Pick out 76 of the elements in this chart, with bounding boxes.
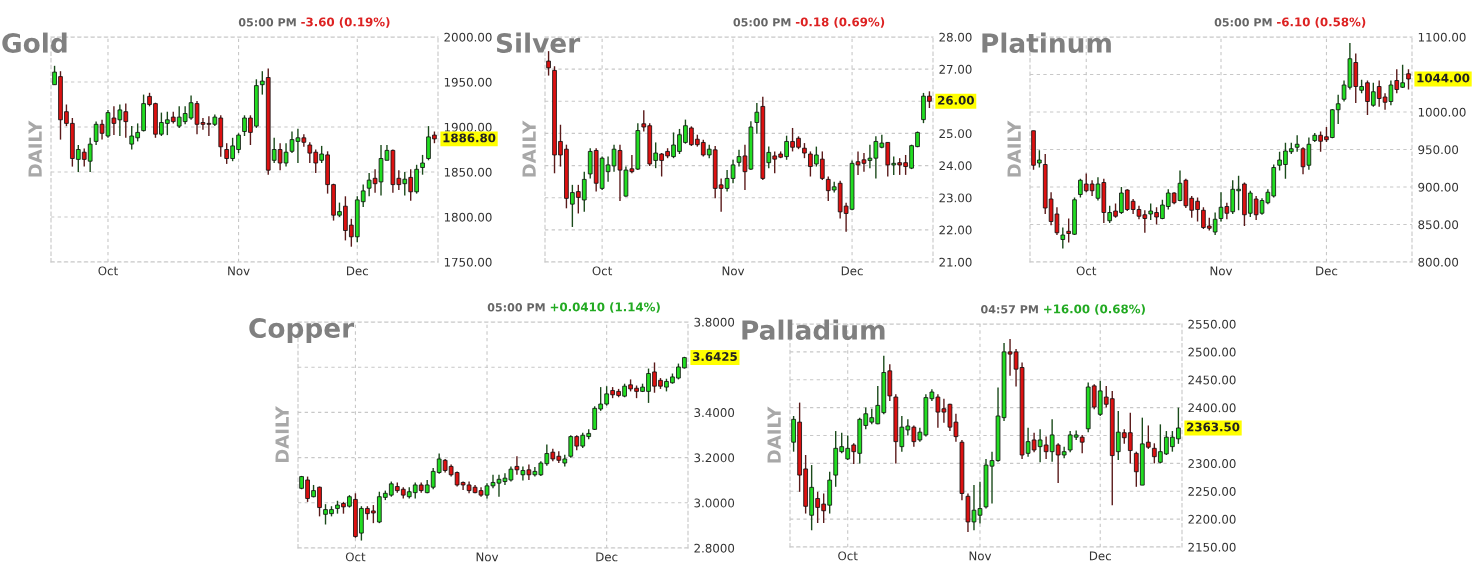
chart-title: Silver	[496, 32, 581, 53]
y-tick-label: 2450.00	[1188, 375, 1236, 385]
text: 05:00 PM	[733, 18, 791, 27]
y-axis-title: DAILY	[767, 406, 781, 463]
y-axis-title: DAILY	[275, 406, 289, 463]
y-tick-label: 800.00	[1418, 257, 1459, 267]
y-tick-label: 21.00	[939, 257, 972, 267]
chart-title: Copper	[249, 318, 355, 344]
x-tick-label: Oct	[98, 266, 118, 276]
text: 05:00 PM	[487, 303, 545, 312]
candlestick	[1294, 134, 1300, 153]
y-tick-label: 3.4000	[694, 408, 735, 418]
y-tick-label: 1800.00	[444, 212, 492, 222]
text: -3.60 (0.19%)	[301, 17, 390, 28]
text: 26.00	[938, 95, 974, 105]
text: 04:57 PM	[981, 305, 1038, 314]
y-axis-title: DAILY	[28, 120, 42, 177]
text: 2363.50	[1187, 422, 1240, 432]
y-tick-label: 25.00	[939, 129, 972, 139]
x-tick-label: Oct	[345, 552, 366, 562]
y-axis-title: DAILY	[522, 120, 536, 177]
y-tick-label: 1900.00	[444, 122, 492, 132]
x-tick-label: Dec	[841, 266, 863, 276]
y-tick-label: 2150.00	[1188, 542, 1236, 552]
chart-title: Palladium	[742, 319, 885, 340]
y-tick-label: 27.00	[939, 64, 972, 74]
text: +0.0410 (1.14%)	[550, 302, 660, 313]
y-tick-label: 2550.00	[1188, 319, 1236, 329]
y-tick-label: 1950.00	[444, 77, 492, 87]
y-tick-label: 2400.00	[1188, 403, 1236, 413]
y-tick-label: 1000.00	[1418, 107, 1466, 117]
x-tick-label: Nov	[1210, 266, 1233, 276]
y-tick-label: 2200.00	[1188, 514, 1236, 524]
text: -6.10 (0.58%)	[1277, 17, 1366, 28]
x-tick-label: Dec	[1316, 266, 1338, 276]
y-tick-label: 3.0000	[694, 498, 735, 508]
x-tick-label: Oct	[1076, 266, 1097, 276]
candlestick	[1060, 226, 1066, 250]
candlestick	[1406, 68, 1411, 91]
y-axis-title: DAILY	[1007, 120, 1021, 177]
y-tick-label: 1750.00	[444, 257, 492, 267]
y-tick-label: 2250.00	[1188, 486, 1236, 496]
y-tick-label: 1100.00	[1418, 32, 1466, 42]
y-tick-label: 24.00	[939, 161, 972, 171]
y-tick-label: 2300.00	[1188, 459, 1236, 469]
y-tick-label: 3.8000	[694, 317, 735, 327]
x-tick-label: Dec	[347, 266, 368, 276]
y-tick-label: 2000.00	[444, 32, 492, 42]
x-tick-label: Oct	[838, 551, 858, 561]
x-tick-label: Nov	[476, 552, 499, 562]
x-tick-label: Nov	[228, 266, 250, 276]
text: 05:00 PM	[238, 18, 296, 27]
x-tick-label: Nov	[722, 266, 745, 276]
y-tick-label: 2500.00	[1188, 347, 1236, 357]
candlestick	[420, 154, 425, 176]
text: +16.00 (0.68%)	[1044, 304, 1145, 315]
text: -0.18 (0.69%)	[795, 17, 885, 28]
text: 1044.00	[1417, 73, 1470, 83]
y-tick-label: 22.00	[939, 225, 972, 235]
chart-title: Gold	[2, 32, 67, 53]
x-tick-label: Dec	[1089, 551, 1111, 561]
y-tick-label: 850.00	[1418, 220, 1459, 230]
y-tick-label: 1850.00	[444, 167, 492, 177]
y-tick-label: 950.00	[1418, 145, 1459, 155]
y-tick-label: 23.00	[939, 193, 972, 203]
text: 1886.80	[443, 133, 496, 143]
x-tick-label: Nov	[969, 551, 992, 561]
text: 05:00 PM	[1214, 18, 1272, 27]
y-tick-label: 900.00	[1418, 182, 1459, 192]
y-tick-label: 28.00	[939, 32, 972, 42]
x-tick-label: Dec	[596, 552, 618, 562]
text: 3.6425	[692, 352, 737, 362]
chart-title: Platinum	[982, 32, 1111, 53]
y-tick-label: 3.2000	[694, 453, 735, 463]
y-tick-label: 2.8000	[694, 543, 735, 553]
x-tick-label: Oct	[592, 266, 613, 276]
